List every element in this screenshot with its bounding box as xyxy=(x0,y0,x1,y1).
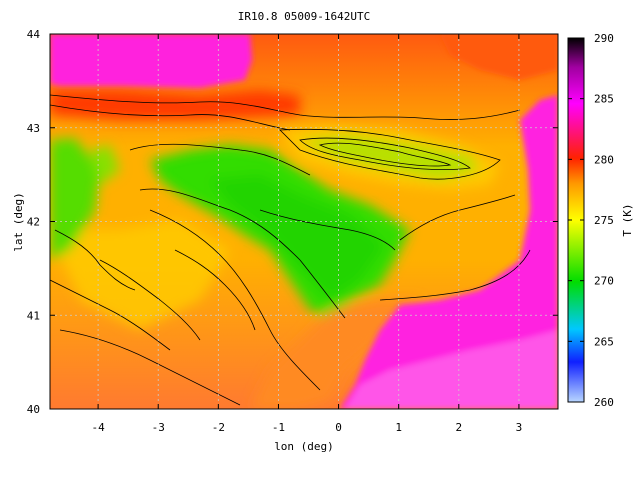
northeast-land xyxy=(440,34,558,80)
colorbar-tick-label: 285 xyxy=(594,93,614,106)
cantabrian-coast xyxy=(50,90,300,120)
contour-line xyxy=(279,128,501,180)
y-tick-label: 41 xyxy=(27,309,40,322)
west-plateau-east xyxy=(90,145,120,185)
colorbar-label: T (K) xyxy=(621,203,634,236)
colorbar-tick-label: 260 xyxy=(594,396,614,409)
chart-title: IR10.8 05009-1642UTC xyxy=(238,10,370,23)
contour-line xyxy=(379,249,531,301)
colorbar-ticks: 260 265 270 275 280 285 290 xyxy=(568,32,614,409)
contour-line xyxy=(149,209,321,391)
y-axis: 40 41 42 43 44 xyxy=(27,28,558,416)
sea-mediterranean xyxy=(340,95,558,409)
colorbar-tick-label: 270 xyxy=(594,275,614,288)
contour-line xyxy=(174,249,256,331)
x-tick-label: -2 xyxy=(212,421,225,434)
contour-lines xyxy=(50,94,531,406)
y-tick-label: 43 xyxy=(27,122,40,135)
x-tick-label: -3 xyxy=(152,421,165,434)
colorbar-tick-label: 280 xyxy=(594,153,614,166)
x-tick-label: -4 xyxy=(91,421,105,434)
y-tick-label: 40 xyxy=(27,403,40,416)
x-axis-label: lon (deg) xyxy=(274,440,334,453)
x-tick-label: 3 xyxy=(516,421,523,434)
x-tick-label: 2 xyxy=(455,421,462,434)
west-plateau xyxy=(50,138,100,260)
contour-line xyxy=(50,279,171,351)
x-tick-label: 0 xyxy=(335,421,342,434)
contour-line xyxy=(99,259,201,341)
sea-south-band xyxy=(345,330,558,409)
colorbar-tick-label: 275 xyxy=(594,214,614,227)
contour-line xyxy=(139,188,346,319)
x-tick-label: -1 xyxy=(272,421,285,434)
y-tick-label: 42 xyxy=(27,216,40,229)
contour-line xyxy=(59,329,241,406)
x-tick-label: 1 xyxy=(395,421,402,434)
x-axis: -4 -3 -2 -1 0 1 2 3 xyxy=(91,34,522,434)
southeast-slope xyxy=(250,300,420,409)
y-axis-label: lat (deg) xyxy=(12,192,25,252)
ebro-basin-core xyxy=(210,175,385,300)
contour-line xyxy=(299,137,471,170)
contour-line xyxy=(318,142,452,167)
contour-line xyxy=(129,143,311,176)
contour-line xyxy=(50,94,521,120)
y-tick-label: 44 xyxy=(27,28,41,41)
pyrenees-peaks xyxy=(300,135,480,180)
contour-line xyxy=(50,104,291,131)
sea-northwest xyxy=(50,34,252,88)
contour-line xyxy=(54,229,136,291)
colorbar-tick-label: 265 xyxy=(594,335,614,348)
heatmap-field xyxy=(50,34,558,409)
contour-line xyxy=(259,209,396,251)
colorbar-tick-label: 290 xyxy=(594,32,614,45)
contour-line xyxy=(399,194,516,241)
